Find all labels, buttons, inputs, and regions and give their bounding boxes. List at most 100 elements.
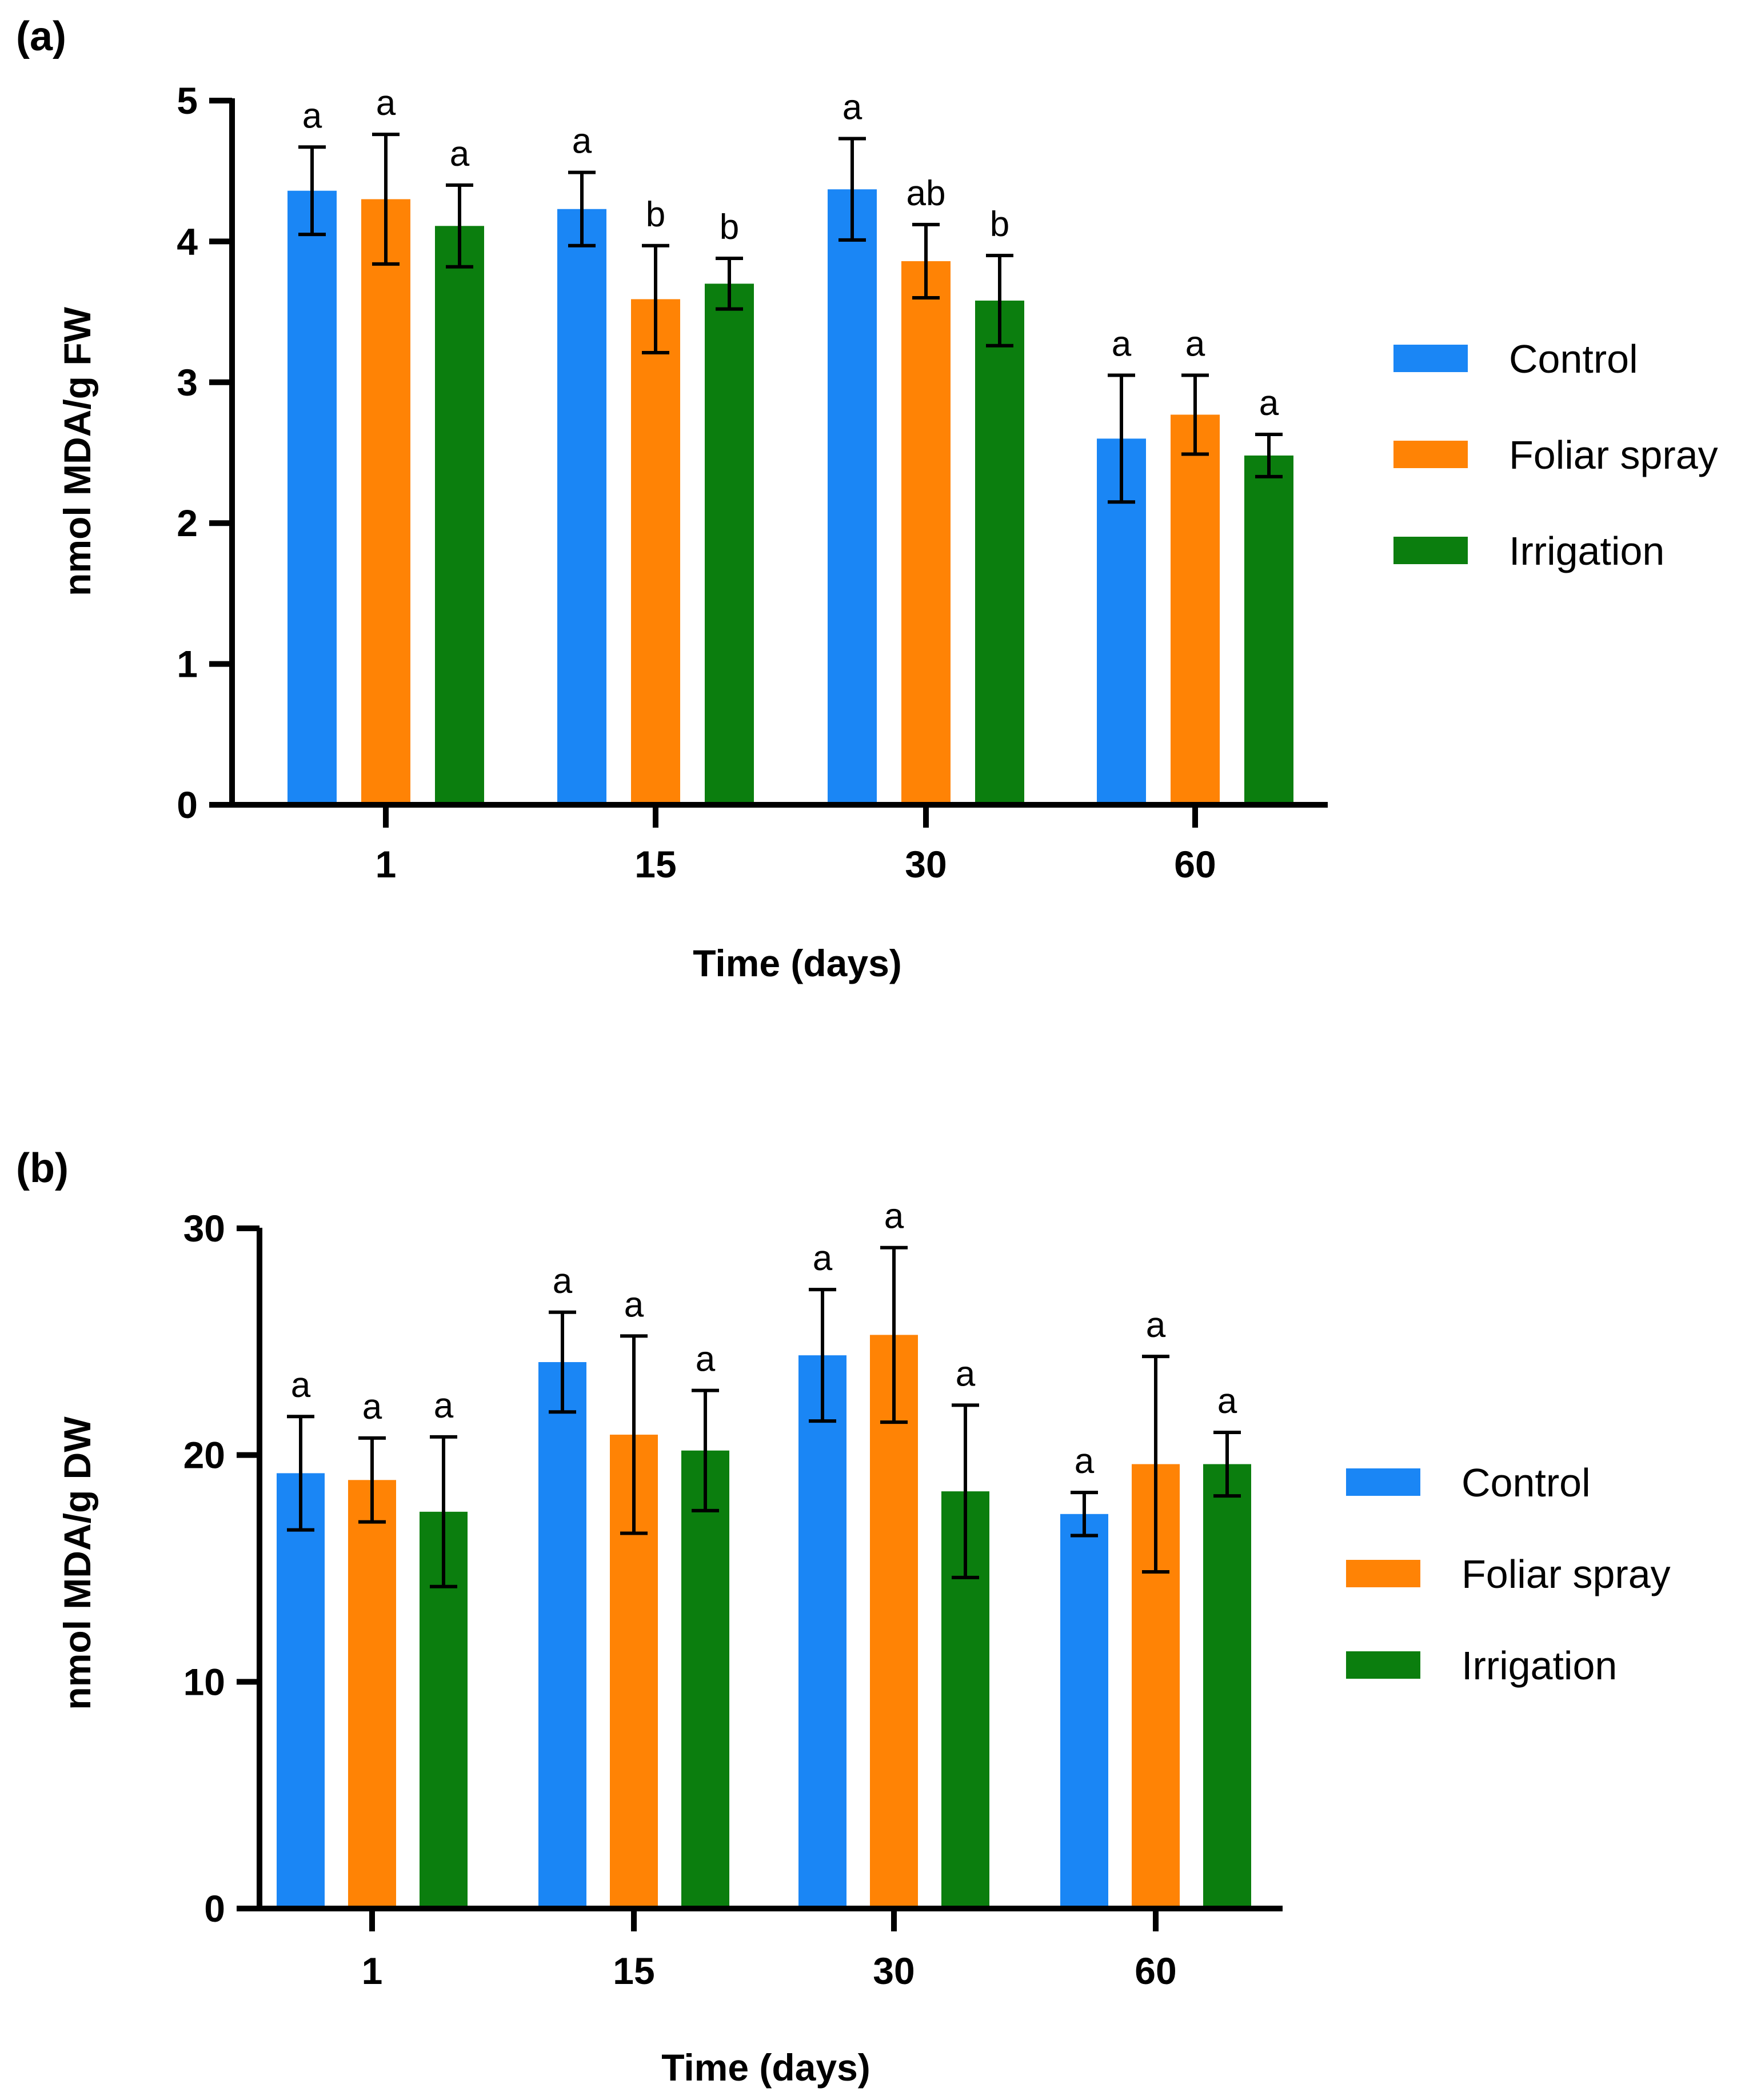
x-ticks: 1 15 30 60 (362, 1909, 1177, 1992)
bar-foliar-spray-day-1 (361, 199, 410, 805)
error-bar (692, 1388, 719, 1512)
error-bar (809, 1288, 836, 1423)
bar-control-day-1 (277, 1473, 325, 1909)
legend-swatch (1393, 537, 1468, 564)
y-tick-label: 0 (177, 784, 198, 826)
error-bar (838, 137, 866, 242)
error-bar (1213, 1431, 1241, 1498)
error-bar (620, 1334, 648, 1535)
error-bar (1142, 1355, 1169, 1574)
bar-irrigation-day-15 (681, 1450, 729, 1909)
significance-letter: a (1075, 1442, 1095, 1481)
error-bars (298, 133, 1283, 504)
panel-label: (b) (16, 1145, 69, 1191)
x-tick-label: 1 (362, 1950, 383, 1992)
x-tick-label: 60 (1135, 1950, 1176, 1992)
x-tick-label: 1 (376, 843, 397, 885)
significance-letter: ab (907, 174, 946, 213)
y-tick-label: 1 (177, 643, 198, 685)
legend-swatch (1346, 1468, 1420, 1496)
significance-letter: a (1112, 324, 1132, 364)
error-bar (1181, 373, 1209, 456)
error-bar (1071, 1491, 1098, 1538)
bar-control-day-15 (557, 209, 606, 805)
x-axis-title: Time (days) (693, 942, 902, 984)
significance-letter: a (572, 122, 592, 161)
bar-foliar-spray-day-30 (870, 1335, 918, 1909)
y-tick-label: 5 (177, 79, 198, 122)
significance-letter: b (646, 195, 665, 234)
y-ticks: 0 10 20 30 (183, 1207, 259, 1930)
error-bar (358, 1436, 386, 1524)
significance-letter: a (302, 96, 322, 135)
x-tick-label: 15 (634, 843, 676, 885)
error-bar (446, 183, 473, 269)
legend-label: Foliar spray (1462, 1552, 1671, 1596)
legend-label: Control (1509, 337, 1638, 381)
legend-label: Foliar spray (1509, 433, 1718, 477)
error-bar (430, 1435, 457, 1588)
legend-swatch (1393, 441, 1468, 468)
significance-letter: a (434, 1386, 454, 1426)
y-tick-label: 30 (183, 1207, 225, 1249)
significance-letter: a (450, 134, 470, 174)
legend-swatch (1346, 1560, 1420, 1587)
panel-label: (a) (16, 14, 66, 59)
bar-foliar-spray-day-60 (1171, 414, 1220, 805)
error-bar (912, 222, 940, 300)
significance-letter: a (884, 1197, 904, 1236)
y-tick-label: 0 (204, 1887, 225, 1930)
legend: Control Foliar spray Irrigation (1393, 337, 1718, 573)
bar-irrigation-day-60 (1203, 1464, 1251, 1909)
y-tick-label: 2 (177, 502, 198, 544)
legend-swatch (1393, 345, 1468, 372)
legend-label: Irrigation (1462, 1643, 1617, 1688)
y-tick-label: 20 (183, 1434, 225, 1476)
error-bar (716, 256, 743, 311)
error-bar (880, 1245, 908, 1424)
bar-foliar-spray-day-15 (631, 299, 680, 805)
significance-labels: a a a a a a a a a a a a (291, 1197, 1237, 1481)
significance-letter: a (624, 1285, 644, 1324)
significance-letter: a (696, 1340, 716, 1379)
x-tick-label: 30 (873, 1950, 915, 1992)
error-bar (642, 243, 669, 355)
significance-letter: a (1185, 324, 1205, 364)
significance-letter: a (842, 88, 862, 127)
x-tick-label: 60 (1174, 843, 1216, 885)
x-tick-label: 15 (613, 1950, 654, 1992)
y-tick-label: 4 (177, 220, 198, 262)
bar-control-day-60 (1060, 1514, 1108, 1909)
bar-foliar-spray-day-1 (348, 1480, 396, 1909)
bar-foliar-spray-day-30 (901, 261, 951, 805)
significance-letter: a (956, 1354, 976, 1394)
x-axis-title: Time (days) (661, 2046, 870, 2089)
error-bar (287, 1415, 314, 1532)
legend-label: Control (1462, 1460, 1591, 1505)
bar-irrigation-day-30 (975, 300, 1024, 805)
bar-irrigation-day-1 (435, 226, 484, 805)
error-bars (287, 1245, 1241, 1588)
error-bar (952, 1403, 979, 1579)
y-axis-title: nmol MDA/g DW (56, 1416, 98, 1710)
y-ticks: 0 1 2 3 4 5 (177, 79, 232, 826)
x-ticks: 1 15 30 60 (376, 805, 1216, 885)
error-bar (1255, 432, 1283, 478)
y-tick-label: 3 (177, 361, 198, 404)
legend-swatch (1346, 1651, 1420, 1679)
bar-control-day-30 (828, 189, 877, 805)
legend: Control Foliar spray Irrigation (1346, 1460, 1671, 1688)
significance-letter: a (362, 1387, 382, 1427)
significance-letter: a (1259, 384, 1279, 423)
bar-control-day-1 (287, 190, 337, 805)
significance-letter: b (990, 205, 1009, 244)
bar-irrigation-day-15 (705, 284, 754, 805)
significance-letter: a (1146, 1305, 1166, 1345)
error-bar (549, 1310, 576, 1414)
error-bar (1108, 373, 1135, 504)
bar-control-day-30 (798, 1355, 846, 1909)
bar-irrigation-day-60 (1244, 455, 1293, 805)
